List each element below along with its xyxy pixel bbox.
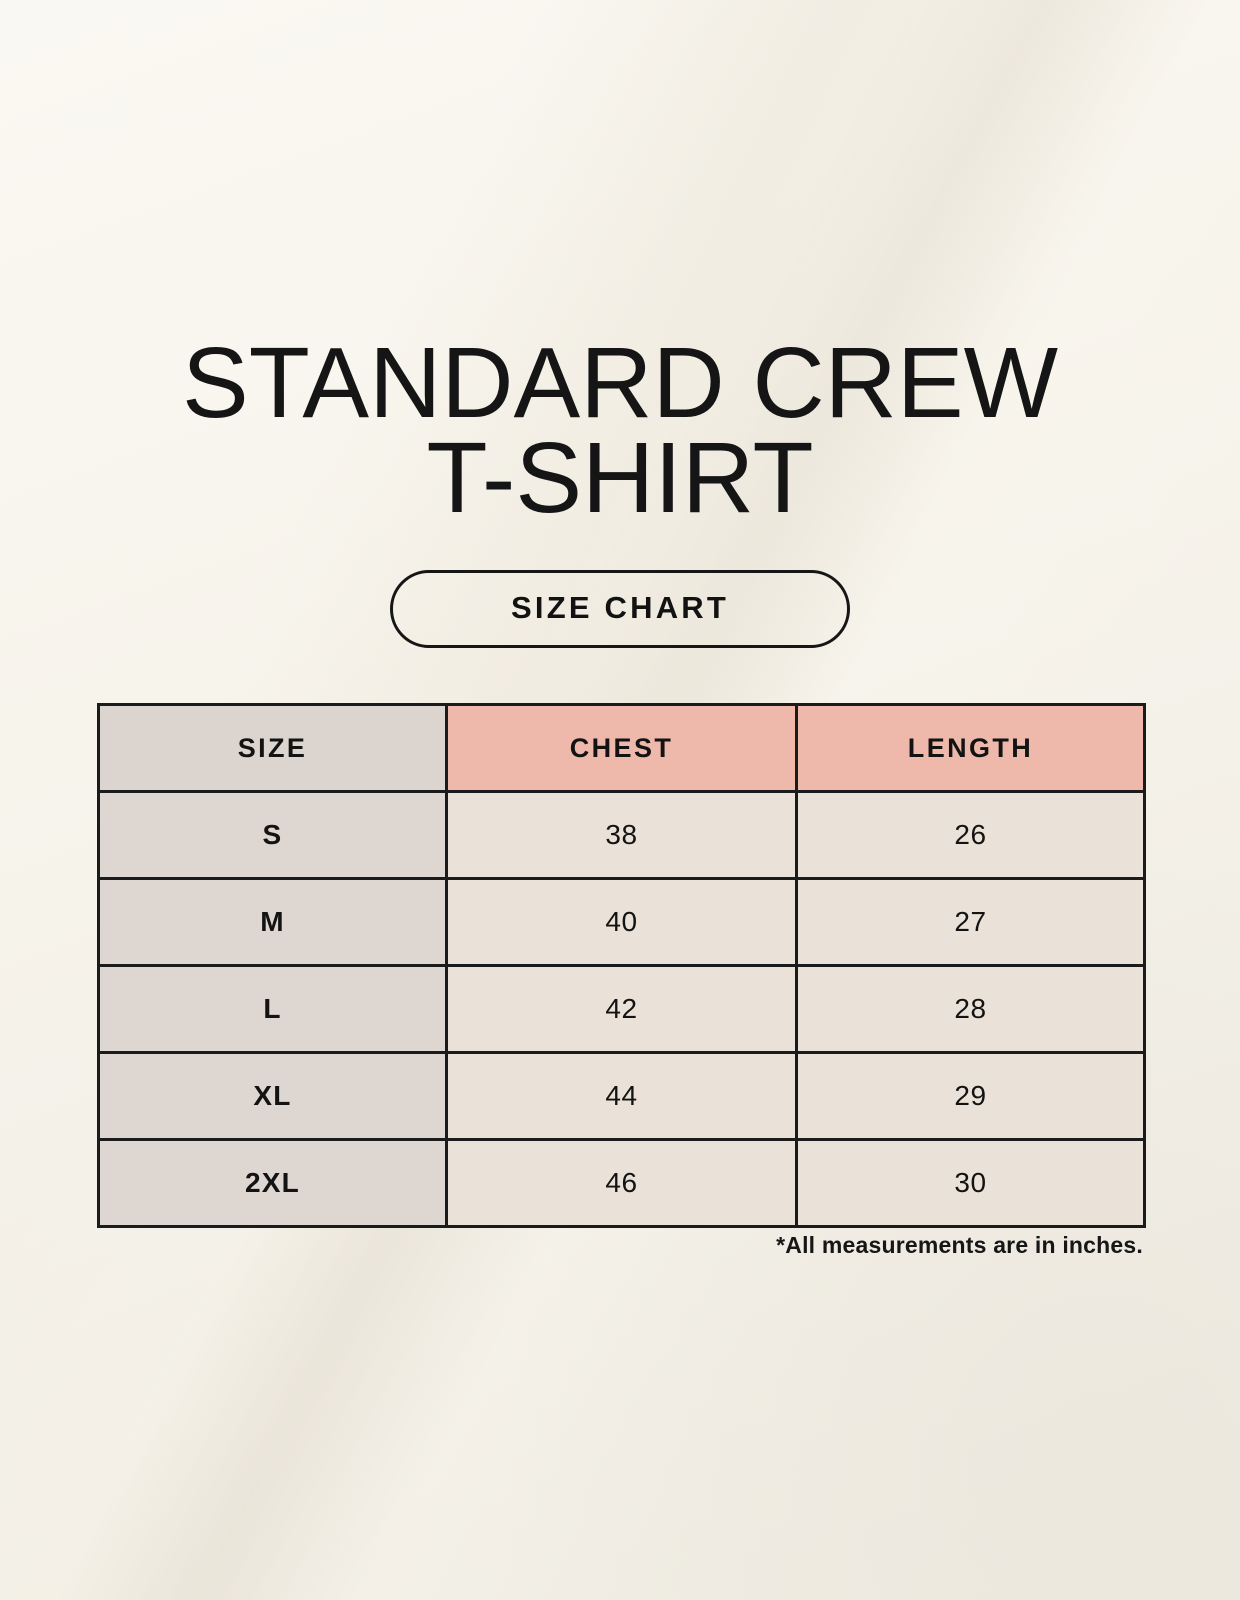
table-header: SIZE CHEST LENGTH <box>97 703 1146 793</box>
cell-size: M <box>97 877 448 967</box>
cell-chest: 38 <box>445 790 798 880</box>
column-header-length: LENGTH <box>795 703 1146 793</box>
column-header-chest: CHEST <box>445 703 798 793</box>
table-row: L 42 28 <box>97 964 1146 1054</box>
page-title: STANDARD CREW T-SHIRT <box>182 327 1058 534</box>
cell-chest: 44 <box>445 1051 798 1141</box>
column-header-size: SIZE <box>97 703 448 793</box>
cell-length: 29 <box>795 1051 1146 1141</box>
cell-size: S <box>97 790 448 880</box>
table-row: XL 44 29 <box>97 1051 1146 1141</box>
cell-length: 26 <box>795 790 1146 880</box>
measurement-footnote: *All measurements are in inches. <box>776 1232 1143 1258</box>
size-chart-badge: SIZE CHART <box>390 570 850 648</box>
cell-length: 28 <box>795 964 1146 1054</box>
cell-length: 27 <box>795 877 1146 967</box>
table-body: S 38 26 M 40 27 L 42 28 XL <box>97 790 1146 1228</box>
cell-chest: 46 <box>445 1138 798 1228</box>
cell-size: 2XL <box>97 1138 448 1228</box>
size-table: SIZE CHEST LENGTH S 38 26 M 40 27 <box>97 703 1146 1228</box>
cell-length: 30 <box>795 1138 1146 1228</box>
badge-container: SIZE CHART <box>0 570 1240 648</box>
table-row: M 40 27 <box>97 877 1146 967</box>
title-block: STANDARD CREW T-SHIRT <box>0 327 1240 534</box>
cell-size: XL <box>97 1051 448 1141</box>
cell-chest: 40 <box>445 877 798 967</box>
size-table-container: SIZE CHEST LENGTH S 38 26 M 40 27 <box>97 703 1146 1228</box>
header-row: SIZE CHEST LENGTH <box>97 703 1146 793</box>
cell-chest: 42 <box>445 964 798 1054</box>
cell-size: L <box>97 964 448 1054</box>
table-row: S 38 26 <box>97 790 1146 880</box>
table-row: 2XL 46 30 <box>97 1138 1146 1228</box>
